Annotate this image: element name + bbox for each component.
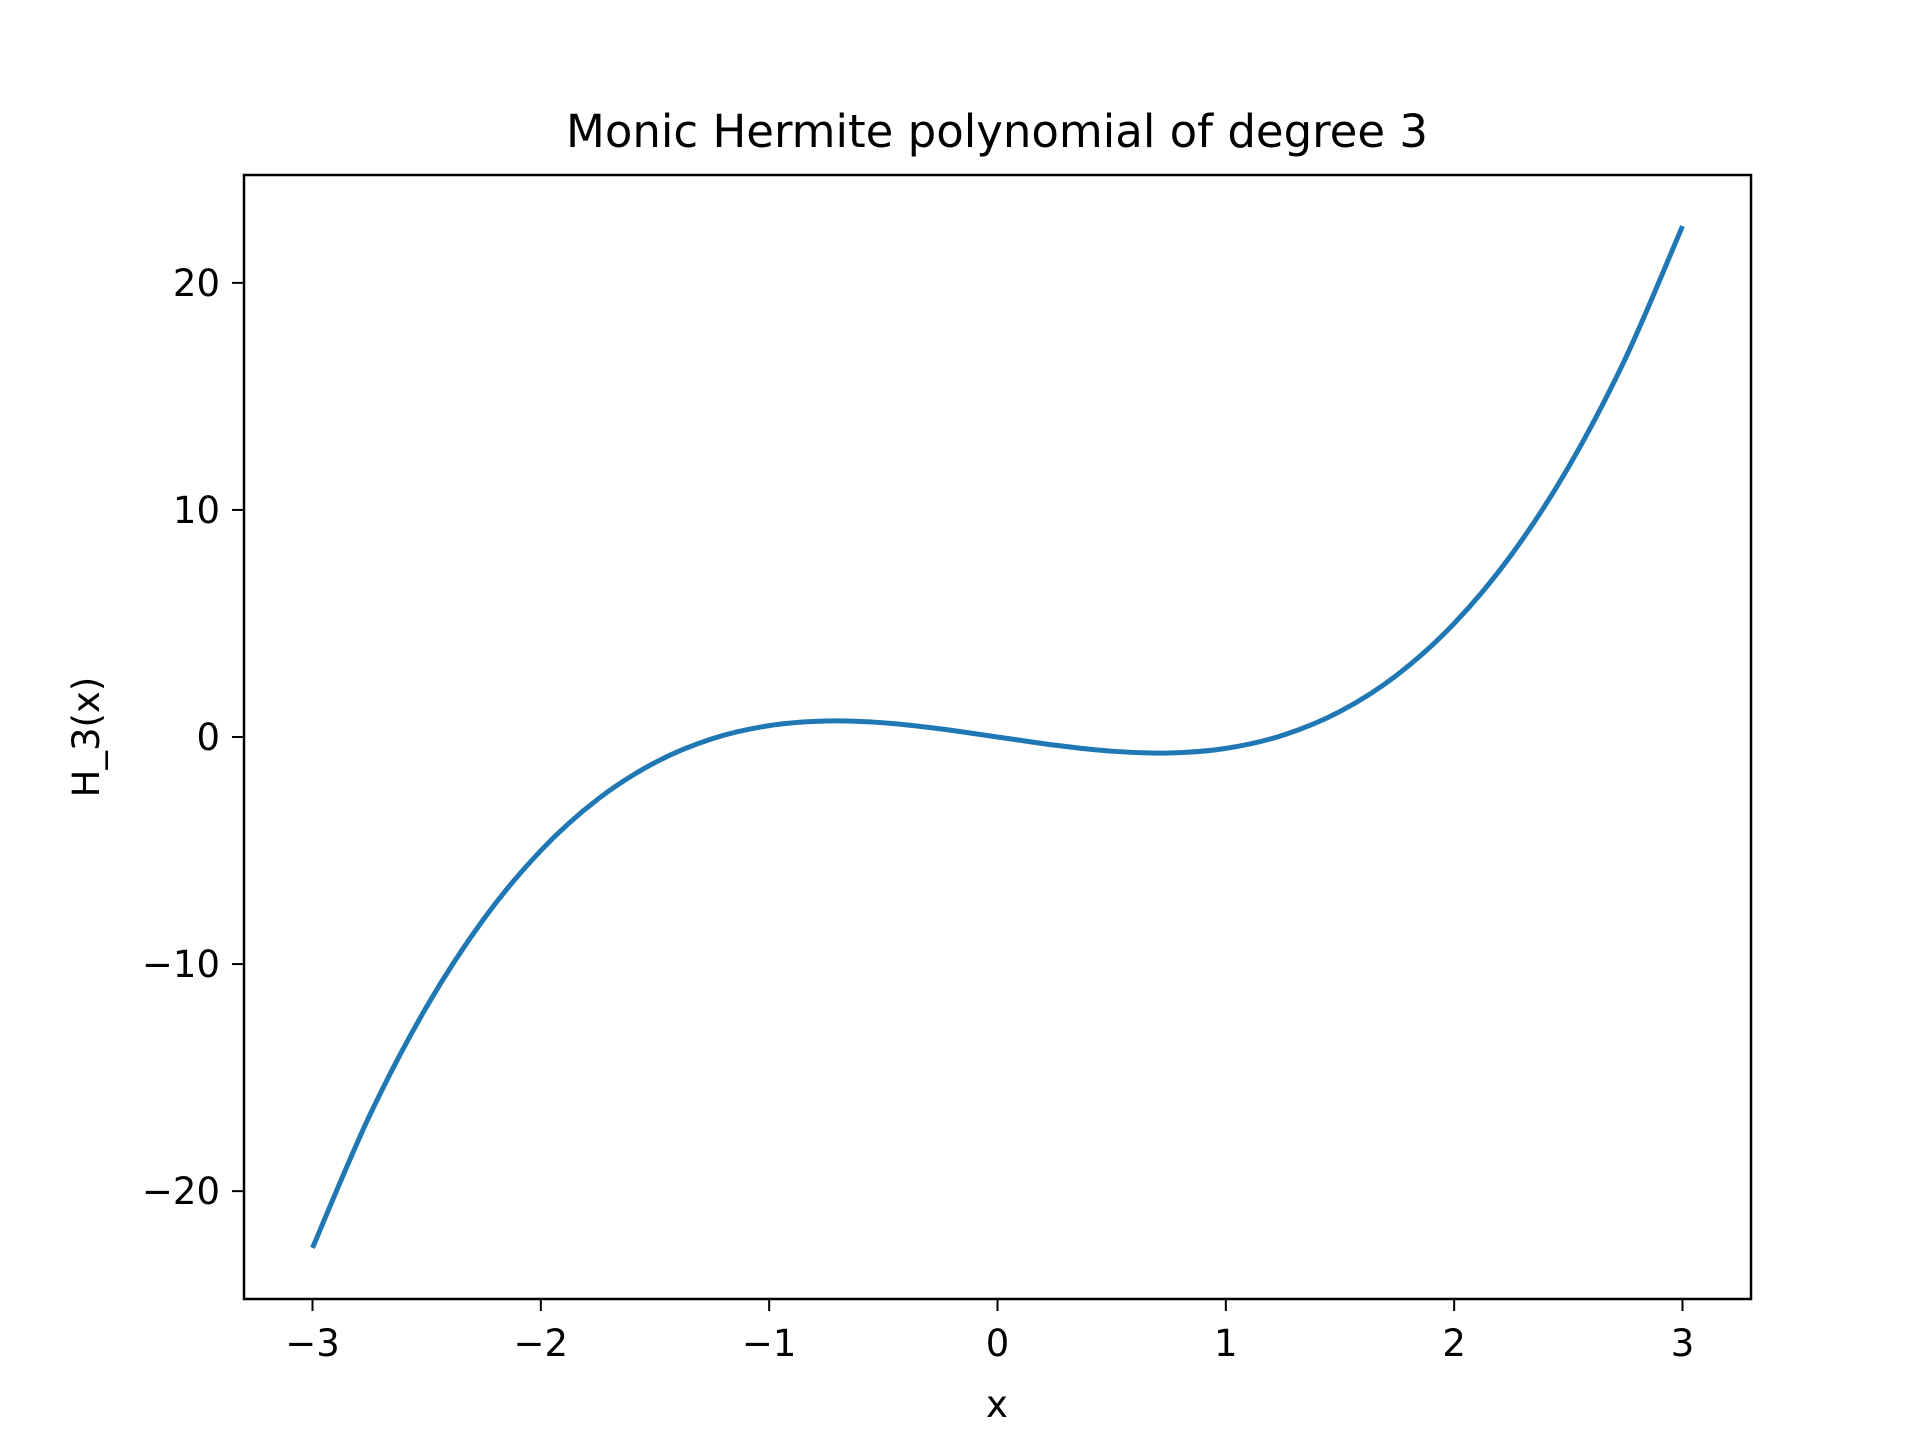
chart-title: Monic Hermite polynomial of degree 3 [566,105,1428,158]
y-axis-label: H_3(x) [65,677,108,798]
series-line [310,225,1685,1249]
x-tick-label: 0 [986,1322,1010,1365]
x-tick-label: 3 [1671,1322,1695,1365]
x-tick-label: 2 [1442,1322,1466,1365]
x-tick-label: 1 [1214,1322,1238,1365]
x-tick-label: −1 [742,1322,797,1365]
y-tick-label: 0 [196,716,220,759]
y-tick-label: −20 [142,1170,220,1213]
y-tick-label: −10 [142,943,220,986]
plot-area [310,225,1685,1249]
x-tick-label: −2 [514,1322,569,1365]
axes-frame [242,173,1753,1301]
y-tick-label: 20 [173,262,220,305]
x-tick-label: −3 [285,1322,340,1365]
x-axis-label: x [986,1383,1008,1426]
y-tick-label: 10 [173,489,220,532]
